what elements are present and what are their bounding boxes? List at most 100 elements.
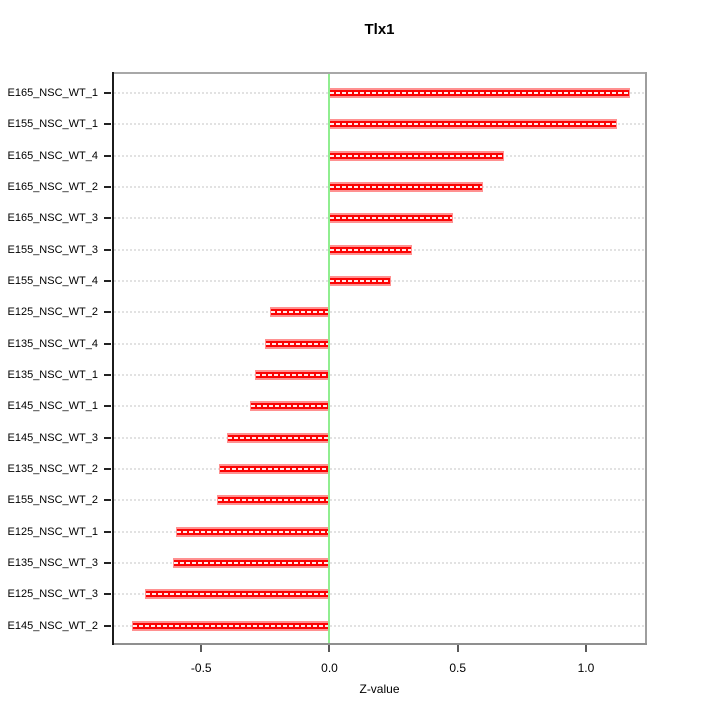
bar bbox=[216, 495, 330, 506]
gridline bbox=[114, 593, 645, 596]
x-axis-tick bbox=[456, 645, 459, 652]
plot-border-right bbox=[645, 72, 647, 645]
y-axis-tick bbox=[104, 311, 111, 314]
y-axis-tick bbox=[104, 467, 111, 470]
y-axis-tick bbox=[104, 624, 111, 627]
bar-dash-overlay bbox=[330, 185, 483, 188]
y-axis-label: E135_NSC_WT_2 bbox=[7, 462, 99, 475]
y-axis-label: E135_NSC_WT_3 bbox=[7, 556, 99, 569]
bar-dash-overlay bbox=[330, 92, 629, 94]
bar bbox=[270, 307, 330, 318]
gridline bbox=[114, 436, 645, 439]
y-axis-line bbox=[112, 72, 114, 645]
x-tick-label: 0.0 bbox=[321, 661, 338, 675]
bar bbox=[144, 589, 330, 600]
y-axis-label: E165_NSC_WT_2 bbox=[7, 180, 99, 193]
y-axis-label: E165_NSC_WT_3 bbox=[7, 212, 99, 225]
bar-dash-overlay bbox=[176, 530, 329, 533]
bar-dash-overlay bbox=[266, 342, 329, 345]
bar-dash-overlay bbox=[256, 373, 329, 376]
y-axis-label: E155_NSC_WT_2 bbox=[7, 494, 99, 507]
bar-dash-overlay bbox=[217, 499, 329, 502]
zero-line bbox=[328, 74, 331, 643]
bar bbox=[329, 88, 630, 98]
gridline bbox=[114, 467, 645, 470]
bar bbox=[226, 432, 330, 443]
plot-border-top bbox=[112, 72, 647, 74]
bar-dash-overlay bbox=[145, 593, 329, 596]
y-axis-label: E155_NSC_WT_1 bbox=[7, 118, 99, 131]
bar bbox=[175, 526, 330, 537]
bar-dash-overlay bbox=[330, 123, 616, 126]
bar bbox=[173, 557, 330, 568]
y-axis-tick bbox=[104, 92, 111, 94]
plot-area: E165_NSC_WT_1 E155_NSC_WT_1 E165_NSC_WT_4 E… bbox=[8, 72, 647, 696]
y-axis-label: E155_NSC_WT_4 bbox=[7, 274, 99, 287]
bar bbox=[132, 620, 330, 631]
bar-dash-overlay bbox=[227, 436, 329, 439]
bar bbox=[329, 213, 453, 224]
bar-dash-overlay bbox=[330, 279, 391, 282]
bar bbox=[265, 338, 330, 349]
y-axis-tick bbox=[104, 248, 111, 251]
x-tick-label: 1.0 bbox=[577, 661, 595, 675]
y-axis-label: E145_NSC_WT_1 bbox=[7, 400, 99, 413]
bar bbox=[329, 119, 617, 130]
bar-dash-overlay bbox=[220, 467, 329, 470]
plot-border-bottom bbox=[112, 643, 647, 645]
y-axis-label: E135_NSC_WT_1 bbox=[7, 368, 99, 381]
gridline bbox=[114, 561, 645, 564]
bar bbox=[329, 244, 412, 255]
gridline bbox=[114, 405, 645, 408]
y-axis-tick bbox=[104, 499, 111, 502]
y-axis-label: E165_NSC_WT_1 bbox=[7, 87, 99, 99]
y-axis-tick bbox=[104, 561, 111, 564]
gridline bbox=[114, 624, 645, 627]
bar bbox=[329, 181, 484, 192]
y-axis-tick bbox=[104, 436, 111, 439]
gridline bbox=[114, 311, 645, 314]
chart-title: Tlx1 bbox=[364, 21, 395, 38]
y-axis-label: E135_NSC_WT_4 bbox=[7, 337, 99, 350]
y-axis-label: E145_NSC_WT_3 bbox=[7, 431, 99, 444]
x-tick-label: 0.5 bbox=[449, 661, 467, 675]
x-axis-tick bbox=[584, 645, 587, 652]
bar bbox=[329, 150, 504, 161]
y-axis-label: E145_NSC_WT_2 bbox=[7, 619, 99, 632]
y-axis-label: E125_NSC_WT_3 bbox=[7, 588, 99, 601]
y-axis-tick bbox=[104, 342, 111, 345]
gridline bbox=[114, 499, 645, 502]
bar-dash-overlay bbox=[133, 624, 329, 627]
bar bbox=[329, 275, 392, 286]
y-axis-label: E165_NSC_WT_4 bbox=[7, 149, 99, 162]
x-axis-tick bbox=[328, 645, 331, 652]
y-axis-tick bbox=[104, 530, 111, 533]
gridline bbox=[114, 342, 645, 345]
y-axis-label: E125_NSC_WT_2 bbox=[7, 306, 99, 319]
y-axis-tick bbox=[104, 185, 111, 188]
y-axis-tick bbox=[104, 405, 111, 408]
y-axis-tick bbox=[104, 373, 111, 376]
y-axis-tick bbox=[104, 154, 111, 157]
bar-dash-overlay bbox=[250, 405, 329, 408]
bar-dash-overlay bbox=[330, 217, 452, 220]
y-axis-tick bbox=[104, 217, 111, 220]
bar-dash-overlay bbox=[174, 561, 329, 564]
y-axis-tick bbox=[104, 593, 111, 596]
x-axis-tick bbox=[200, 645, 203, 652]
bar bbox=[219, 463, 330, 474]
y-axis-tick bbox=[104, 279, 111, 282]
y-axis-label: E125_NSC_WT_1 bbox=[7, 525, 99, 538]
x-tick-label: -0.5 bbox=[190, 661, 212, 675]
bar-dash-overlay bbox=[330, 154, 503, 157]
gridline bbox=[114, 530, 645, 533]
x-axis-label: Z-value bbox=[359, 682, 400, 696]
bar-dash-overlay bbox=[271, 311, 329, 314]
gridline bbox=[114, 373, 645, 376]
bar bbox=[255, 369, 330, 380]
bar-dash-overlay bbox=[330, 248, 411, 251]
y-axis-label: E155_NSC_WT_3 bbox=[7, 243, 99, 256]
y-axis-tick bbox=[104, 123, 111, 126]
bar bbox=[249, 401, 330, 412]
